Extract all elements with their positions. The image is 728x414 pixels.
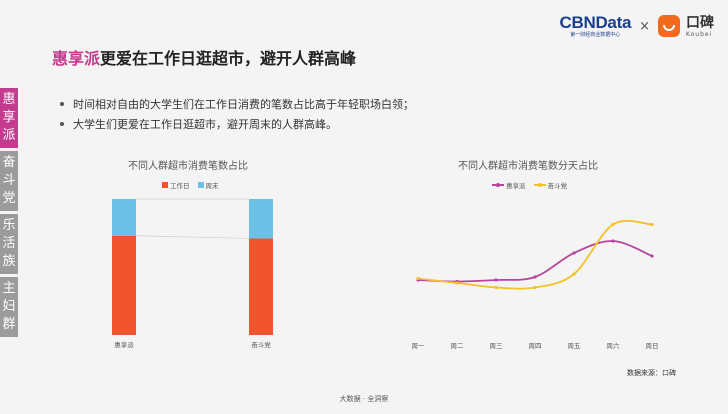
- bullet-text: 大学生们更爱在工作日逛超市，避开周末的人群高峰。: [73, 118, 337, 131]
- side-tab-huixiangpai[interactable]: 惠享派: [0, 88, 18, 148]
- legend-line-marker: [533, 183, 546, 187]
- bullet-text: 时间相对自由的大学生们在工作日消费的笔数占比高于年轻职场白领；: [73, 98, 414, 111]
- bar-workday: [249, 238, 273, 335]
- legend-item-huixiangpai: 惠享派: [492, 180, 526, 190]
- bar-connector-line: [135, 235, 250, 239]
- side-tab-fendoudang[interactable]: 奋斗党: [0, 151, 18, 211]
- data-source-note: 数据来源：口碑: [627, 369, 676, 377]
- cbndata-logo: CBNData 第一财经商业数据中心: [559, 13, 632, 39]
- title-rest: 更爱在工作日逛超市，避开人群高峰: [100, 49, 357, 68]
- side-tabs: 惠享派 奋斗党 乐活族 主妇群: [0, 88, 18, 340]
- data-point-fendoudang: [650, 222, 654, 227]
- bullet-item: 大学生们更爱在工作日逛超市，避开周末的人群高峰。: [60, 114, 414, 134]
- side-tab-lehuozu[interactable]: 乐活族: [0, 214, 18, 274]
- bar-category-label: 奋斗党: [251, 340, 271, 349]
- data-point-fendoudang: [572, 272, 576, 276]
- x-tick-label: 周日: [646, 342, 659, 350]
- bullet-list: 时间相对自由的大学生们在工作日消费的笔数占比高于年轻职场白领； 大学生们更爱在工…: [60, 94, 414, 134]
- cbndata-name: CBNData: [559, 13, 632, 32]
- bar-weekend: [249, 199, 273, 239]
- footer-slogan: 大数据 · 全洞察: [339, 395, 389, 403]
- bar-chart-legend: 工作日 周末: [162, 180, 219, 190]
- bar-workday: [112, 235, 136, 335]
- data-point-huixiangpai: [494, 278, 498, 282]
- koubei-logo: 口碑 Koubei: [686, 15, 714, 38]
- bullet-dot-icon: [60, 102, 64, 106]
- x-tick-label: 周三: [490, 342, 504, 350]
- data-point-huixiangpai: [455, 279, 459, 284]
- koubei-name: 口碑: [686, 14, 714, 31]
- data-point-fendoudang: [611, 222, 615, 227]
- brand-logos: CBNData 第一财经商业数据中心 × 口碑 Koubei: [559, 13, 714, 39]
- line-chart-title: 不同人群超市消费笔数分天占比: [458, 161, 598, 172]
- bullet-dot-icon: [60, 122, 64, 126]
- x-tick-label: 周四: [529, 342, 542, 350]
- koubei-logo-icon: [658, 15, 680, 37]
- series-line-fendoudang: [417, 219, 653, 290]
- legend-line-marker: [492, 183, 504, 187]
- line-chart-legend: 惠享派 奋斗党: [492, 180, 567, 190]
- data-point-huixiangpai: [650, 254, 654, 258]
- side-tab-zhufuqun[interactable]: 主妇群: [0, 277, 18, 337]
- bar-category-label: 惠享派: [114, 340, 134, 349]
- data-point-huixiangpai: [533, 275, 537, 279]
- legend-item-workday: 工作日: [162, 180, 190, 190]
- x-tick-label: 周二: [451, 342, 465, 350]
- cbndata-subtitle: 第一财经商业数据中心: [570, 32, 621, 38]
- bullet-item: 时间相对自由的大学生们在工作日消费的笔数占比高于年轻职场白领；: [60, 94, 414, 114]
- legend-item-weekend: 周末: [197, 180, 219, 190]
- times-separator: ×: [639, 18, 650, 34]
- data-point-fendoudang: [416, 276, 420, 281]
- legend-item-fendoudang: 奋斗党: [533, 180, 567, 190]
- series-line-huixiangpai: [417, 240, 653, 283]
- x-tick-label: 周五: [568, 342, 582, 350]
- data-point-huixiangpai: [416, 278, 420, 282]
- x-tick-label: 周一: [412, 342, 426, 350]
- bar-weekend: [112, 199, 136, 236]
- bar-chart-title: 不同人群超市消费笔数占比: [128, 161, 248, 172]
- data-point-fendoudang: [455, 281, 459, 285]
- legend-swatch: [162, 182, 168, 188]
- koubei-english-name: Koubei: [686, 30, 713, 38]
- title-highlight: 惠享派: [52, 49, 101, 68]
- legend-swatch: [197, 182, 204, 188]
- data-point-huixiangpai: [611, 239, 615, 243]
- data-point-fendoudang: [494, 285, 498, 290]
- data-point-huixiangpai: [572, 251, 576, 255]
- data-point-fendoudang: [533, 285, 537, 290]
- x-tick-label: 周六: [607, 341, 621, 350]
- page-title: 惠享派更爱在工作日逛超市，避开人群高峰: [52, 45, 356, 69]
